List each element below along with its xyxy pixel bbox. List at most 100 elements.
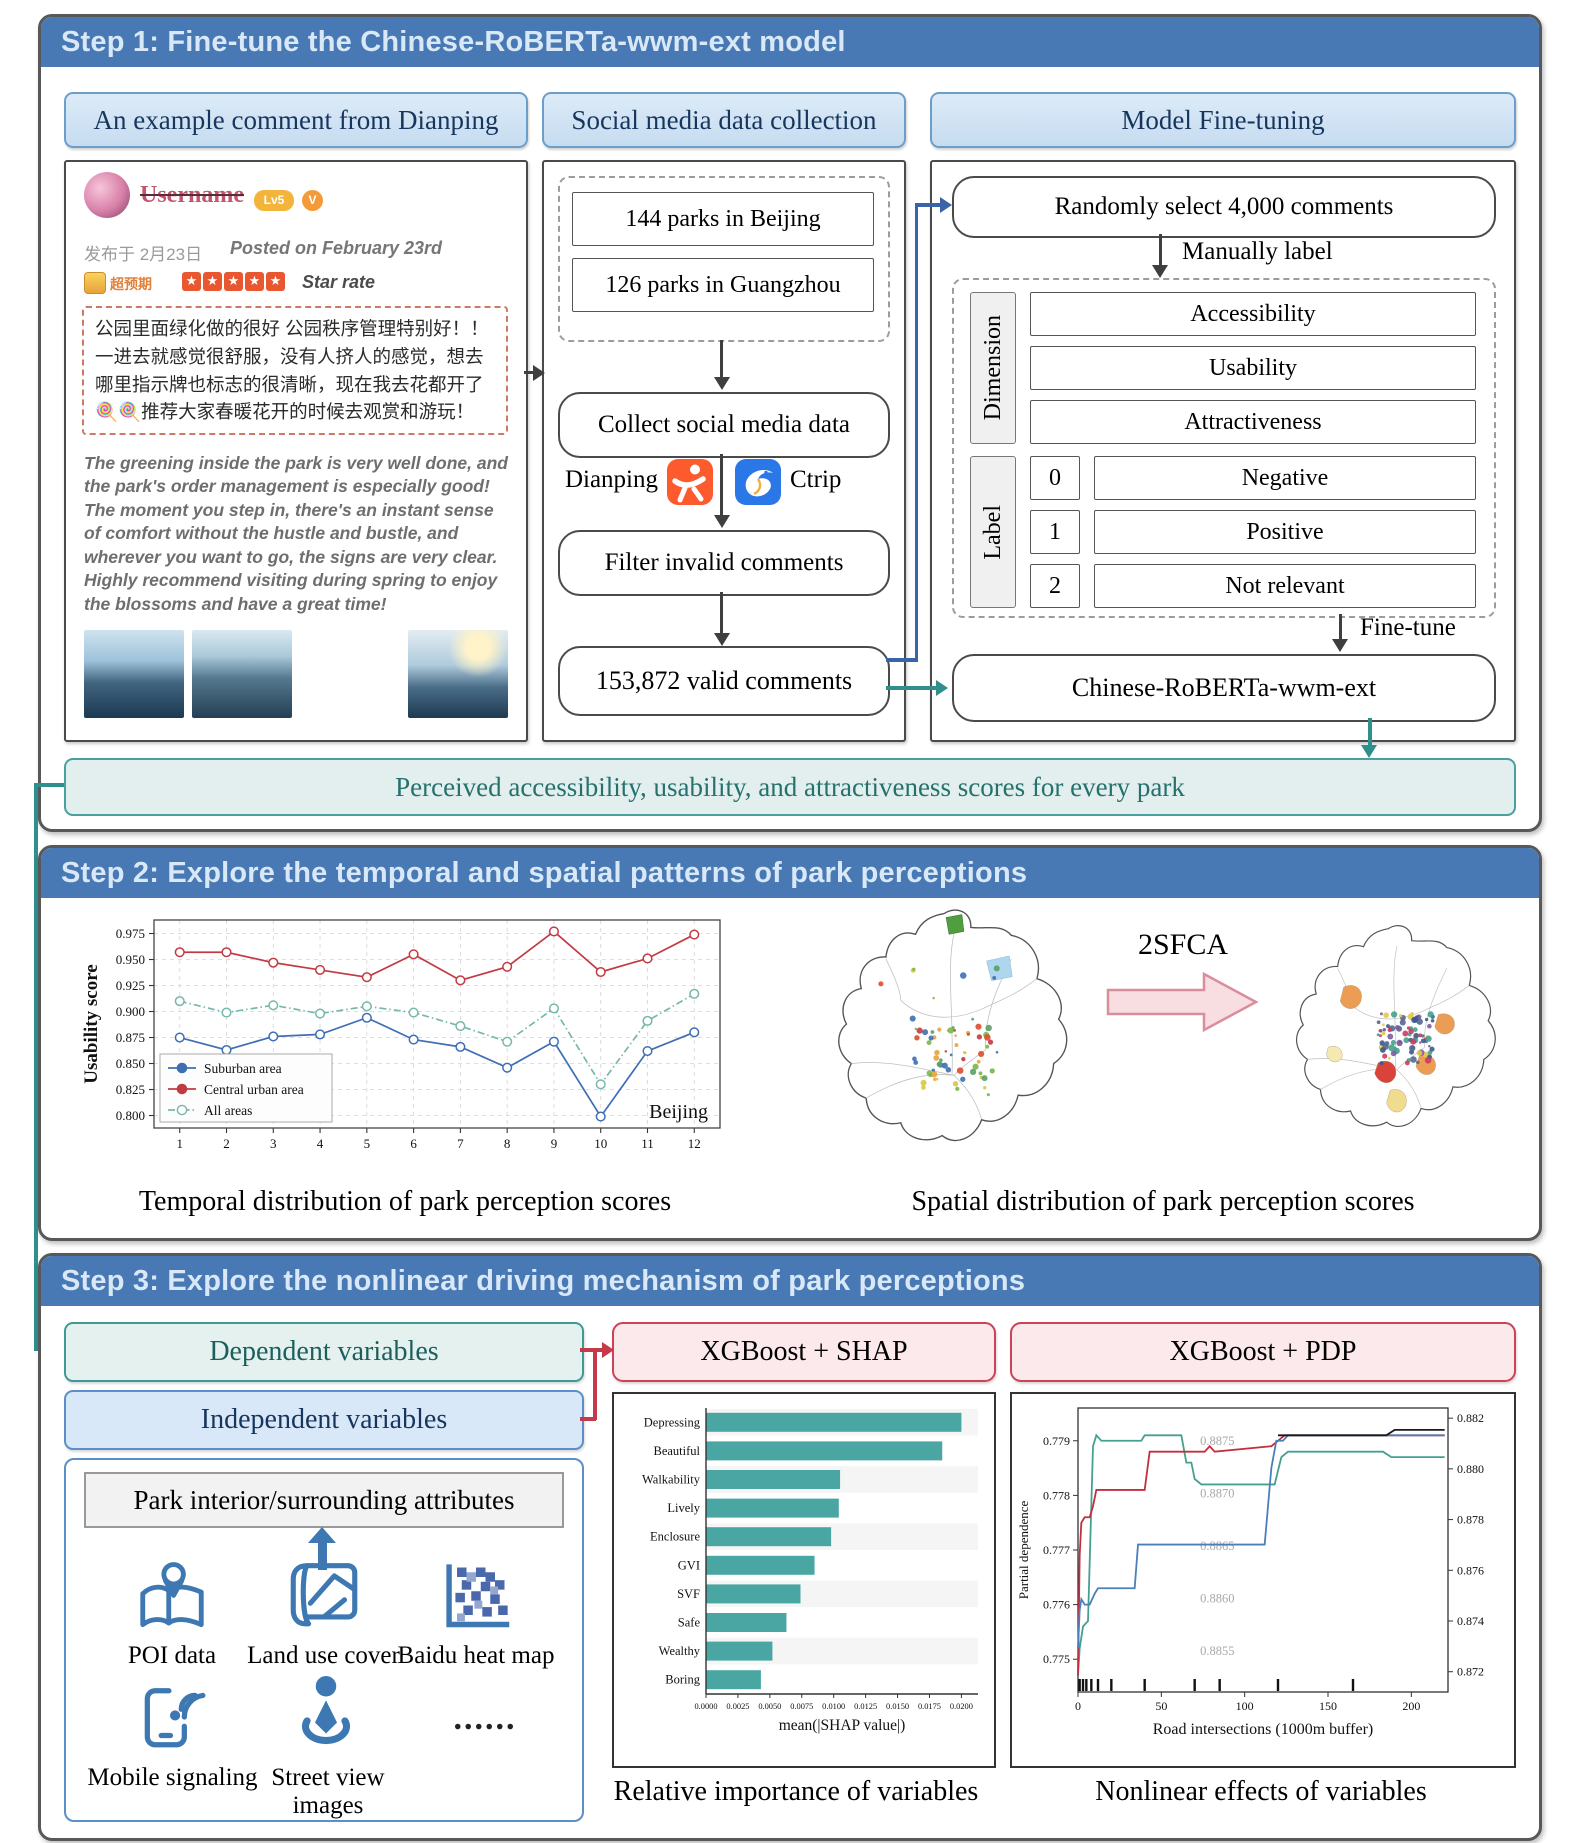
arrow-head-icon: [713, 515, 730, 528]
svg-text:0.0075: 0.0075: [790, 1702, 813, 1711]
dimension-row: Accessibility: [1030, 292, 1476, 336]
source-label: Street view images: [271, 1764, 385, 1819]
star-icon: ★: [182, 272, 201, 291]
map-transform-arrow-icon: [1106, 971, 1259, 1033]
svg-text:10: 10: [594, 1136, 607, 1151]
svg-text:7: 7: [457, 1136, 464, 1151]
connector-blue: [886, 658, 918, 662]
flow-arrow: [720, 454, 723, 516]
step3-title: Step 3: Explore the nonlinear driving me…: [41, 1256, 1539, 1306]
svg-text:0.800: 0.800: [116, 1108, 145, 1123]
svg-text:9: 9: [551, 1136, 558, 1151]
arrow-head-icon: [602, 1342, 614, 1358]
arrow-head-icon: [940, 197, 952, 213]
svg-text:200: 200: [1402, 1699, 1420, 1713]
baidu-heat-map-icon: [446, 1564, 510, 1628]
posted-date-cn: 发布于 2月23日: [84, 245, 203, 264]
heatmap-cells-light: [457, 1572, 499, 1622]
flow-arrow: [1338, 614, 1342, 640]
svg-text:SVF: SVF: [677, 1587, 700, 1601]
svg-text:8: 8: [504, 1136, 511, 1151]
arrow-head-icon: [533, 364, 545, 381]
label-row: Not relevant: [1094, 564, 1476, 608]
svg-text:Partial dependence: Partial dependence: [1016, 1501, 1031, 1600]
arrow-head-icon: [308, 1527, 336, 1543]
svg-text:0.0175: 0.0175: [918, 1702, 941, 1711]
svg-text:0.975: 0.975: [116, 926, 145, 941]
dimension-row: Usability: [1030, 346, 1476, 390]
arrow-head-icon: [936, 680, 948, 696]
collect-box: Collect social media data: [558, 392, 890, 458]
flow-arrow: [720, 340, 723, 378]
step2-title: Step 2: Explore the temporal and spatial…: [41, 848, 1539, 898]
posted-date-en: Posted on February 23rd: [230, 238, 443, 258]
svg-text:0.0125: 0.0125: [854, 1702, 877, 1711]
finetune-panel-header: Model Fine-tuning: [930, 92, 1516, 148]
attributes-box: Park interior/surrounding attributes: [84, 1472, 564, 1528]
finetune-card: [930, 160, 1516, 742]
rating-badge: 超预期: [110, 276, 152, 292]
map-after-svg: [1296, 925, 1496, 1127]
source-label: Land use cover: [247, 1642, 400, 1669]
svg-text:2: 2: [223, 1136, 230, 1151]
land-use-cover-icon: [290, 1563, 358, 1627]
svg-text:0.0000: 0.0000: [694, 1702, 717, 1711]
svg-text:Walkability: Walkability: [642, 1473, 701, 1487]
dependent-variables-box: Dependent variables: [64, 1322, 584, 1382]
connector-red: [580, 1417, 596, 1421]
ctrip-label: Ctrip: [790, 466, 842, 493]
label-code: 0: [1030, 456, 1080, 500]
svg-text:0.874: 0.874: [1457, 1614, 1484, 1628]
flow-arrow: [720, 592, 723, 634]
svg-text:0.0150: 0.0150: [886, 1702, 909, 1711]
svg-text:0.8870: 0.8870: [1200, 1486, 1234, 1500]
svg-text:mean(|SHAP value|): mean(|SHAP value|): [779, 1717, 906, 1734]
svg-text:12: 12: [688, 1136, 701, 1151]
svg-text:0.0025: 0.0025: [726, 1702, 749, 1711]
up-arrow: [318, 1540, 327, 1570]
flow-arrow: [1158, 234, 1162, 266]
svg-text:0.876: 0.876: [1457, 1563, 1484, 1577]
svg-text:Suburban area: Suburban area: [204, 1061, 282, 1076]
label-code: 1: [1030, 510, 1080, 554]
map-before-svg: [838, 909, 1068, 1142]
svg-text:150: 150: [1319, 1699, 1337, 1713]
star-rating: ★ ★ ★ ★ ★: [182, 272, 287, 291]
svg-text:5: 5: [364, 1136, 371, 1151]
svg-text:Beautiful: Beautiful: [653, 1444, 700, 1458]
svg-text:50: 50: [1155, 1699, 1167, 1713]
level-badge: Lv5: [254, 190, 294, 211]
connector-blue: [914, 203, 918, 661]
svg-text:0.925: 0.925: [116, 978, 145, 993]
connector: [524, 371, 536, 374]
svg-text:Usability score: Usability score: [81, 964, 102, 1083]
parks-group: [558, 176, 890, 342]
svg-text:0.900: 0.900: [116, 1004, 145, 1019]
label-scheme-group: [952, 278, 1496, 618]
connector-red: [596, 1348, 604, 1352]
more-sources-dots: ......: [453, 1700, 517, 1737]
connector-teal: [1368, 718, 1372, 746]
svg-text:1: 1: [176, 1136, 183, 1151]
valid-comments-box: 153,872 valid comments: [558, 646, 890, 716]
pdp-chart-svg: 0.775 0.776 0.777 0.778 0.779 0.872 0.874 0.876…: [1016, 1407, 1484, 1738]
arrow-head-icon: [1332, 639, 1348, 652]
svg-text:Depressing: Depressing: [644, 1415, 701, 1429]
dimension-title: Dimension: [970, 292, 1016, 444]
svg-text:6: 6: [410, 1136, 417, 1151]
badge-icon: [84, 272, 106, 294]
svg-text:0.850: 0.850: [116, 1056, 145, 1071]
username: Username: [140, 182, 244, 208]
connector-red: [580, 1348, 596, 1352]
arrow-head-icon: [1361, 745, 1377, 758]
park-photo: [300, 630, 400, 718]
svg-text:Wealthy: Wealthy: [659, 1644, 701, 1658]
svg-text:11: 11: [641, 1136, 654, 1151]
pdp-chart-frame: [1010, 1392, 1516, 1768]
svg-text:All areas: All areas: [204, 1103, 252, 1118]
fine-tune-text: Fine-tune: [1360, 614, 1456, 641]
step2-panel: Step 2: Explore the temporal and spatial…: [38, 845, 1542, 1241]
temporal-caption: Temporal distribution of park perception…: [138, 1186, 672, 1217]
svg-text:0.8865: 0.8865: [1200, 1539, 1234, 1553]
